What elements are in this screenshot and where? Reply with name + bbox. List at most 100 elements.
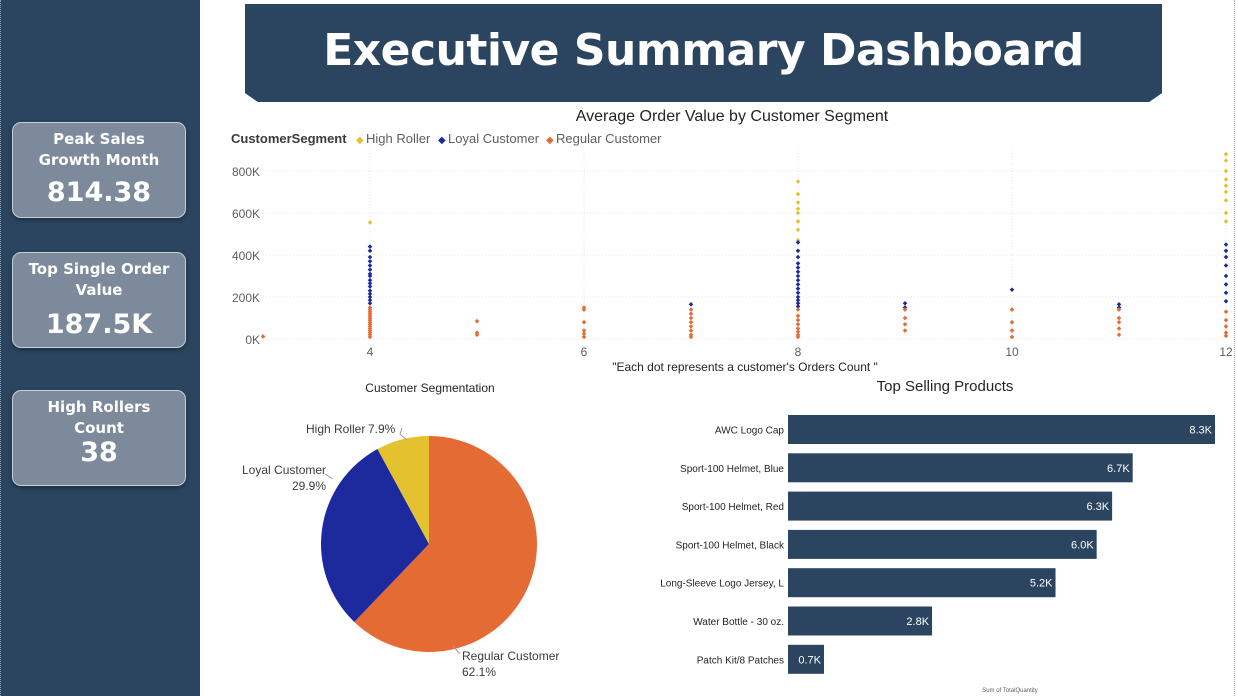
legend-label-high-roller[interactable]: High Roller bbox=[366, 131, 431, 146]
scatter-point-loyal-customer[interactable] bbox=[1223, 254, 1229, 260]
scatter-point-high-roller[interactable] bbox=[795, 191, 801, 197]
pie-slice-regular-customer[interactable] bbox=[354, 436, 537, 652]
top-single-order-card[interactable]: Top Single Order Value 187.5K bbox=[12, 252, 186, 348]
pie-slice-loyal-customer[interactable] bbox=[321, 449, 429, 622]
high-rollers-card[interactable]: High Rollers Count 38 bbox=[12, 390, 186, 486]
scatter-point-loyal-customer[interactable] bbox=[688, 302, 694, 307]
scatter-point-high-roller[interactable] bbox=[795, 200, 801, 205]
scatter-point-loyal-customer[interactable] bbox=[367, 259, 373, 264]
scatter-point-regular-customer[interactable] bbox=[688, 311, 694, 317]
scatter-point-regular-customer[interactable] bbox=[474, 332, 480, 338]
scatter-point-loyal-customer[interactable] bbox=[367, 273, 373, 279]
scatter-point-loyal-customer[interactable] bbox=[1223, 290, 1229, 296]
bar[interactable] bbox=[788, 529, 1097, 559]
scatter-point-regular-customer[interactable] bbox=[795, 326, 801, 331]
scatter-point-high-roller[interactable] bbox=[1223, 158, 1229, 163]
scatter-point-regular-customer[interactable] bbox=[795, 307, 801, 312]
scatter-point-regular-customer[interactable] bbox=[581, 331, 587, 337]
scatter-point-regular-customer[interactable] bbox=[1116, 319, 1122, 325]
scatter-point-regular-customer[interactable] bbox=[795, 313, 801, 319]
scatter-point-loyal-customer[interactable] bbox=[367, 288, 373, 293]
scatter-point-regular-customer[interactable] bbox=[581, 319, 587, 325]
scatter-point-high-roller[interactable] bbox=[1223, 177, 1229, 182]
scatter-point-regular-customer[interactable] bbox=[1009, 328, 1015, 333]
bar[interactable] bbox=[788, 644, 825, 674]
scatter-point-regular-customer[interactable] bbox=[581, 328, 587, 333]
scatter-point-loyal-customer[interactable] bbox=[1116, 302, 1122, 307]
scatter-point-regular-customer[interactable] bbox=[367, 334, 373, 340]
pie-slice-high-roller[interactable] bbox=[377, 436, 429, 544]
scatter-point-regular-customer[interactable] bbox=[1116, 307, 1122, 312]
scatter-point-regular-customer[interactable] bbox=[581, 307, 587, 312]
scatter-point-regular-customer[interactable] bbox=[1223, 317, 1229, 323]
scatter-point-loyal-customer[interactable] bbox=[795, 297, 801, 303]
scatter-point-loyal-customer[interactable] bbox=[367, 263, 373, 268]
scatter-point-regular-customer[interactable] bbox=[1223, 324, 1229, 329]
scatter-point-high-roller[interactable] bbox=[1223, 219, 1229, 224]
scatter-point-regular-customer[interactable] bbox=[688, 334, 694, 340]
scatter-point-loyal-customer[interactable] bbox=[795, 265, 801, 270]
scatter-point-high-roller[interactable] bbox=[795, 219, 801, 224]
scatter-point-regular-customer[interactable] bbox=[902, 315, 908, 321]
scatter-point-regular-customer[interactable] bbox=[1116, 315, 1122, 321]
scatter-point-loyal-customer[interactable] bbox=[795, 269, 801, 275]
scatter-point-regular-customer[interactable] bbox=[902, 322, 908, 327]
scatter-point-regular-customer[interactable] bbox=[795, 322, 801, 327]
bar[interactable] bbox=[788, 491, 1113, 521]
scatter-point-loyal-customer[interactable] bbox=[795, 304, 801, 309]
scatter-point-regular-customer[interactable] bbox=[688, 324, 694, 329]
scatter-point-loyal-customer[interactable] bbox=[367, 297, 373, 303]
scatter-point-loyal-customer[interactable] bbox=[795, 286, 801, 291]
scatter-point-regular-customer[interactable] bbox=[795, 317, 801, 323]
scatter-point-regular-customer[interactable] bbox=[1116, 326, 1122, 331]
scatter-point-loyal-customer[interactable] bbox=[367, 294, 373, 300]
scatter-point-loyal-customer[interactable] bbox=[367, 291, 373, 297]
scatter-point-high-roller[interactable] bbox=[1223, 168, 1229, 174]
scatter-point-regular-customer[interactable] bbox=[688, 307, 694, 312]
scatter-point-loyal-customer[interactable] bbox=[1009, 287, 1015, 292]
scatter-point-regular-customer[interactable] bbox=[581, 334, 587, 340]
scatter-point-regular-customer[interactable] bbox=[795, 334, 801, 340]
scatter-point-loyal-customer[interactable] bbox=[1223, 263, 1229, 268]
scatter-point-regular-customer[interactable] bbox=[688, 319, 694, 325]
scatter-point-loyal-customer[interactable] bbox=[367, 281, 373, 286]
scatter-point-regular-customer[interactable] bbox=[260, 334, 266, 339]
scatter-point-regular-customer[interactable] bbox=[688, 328, 694, 333]
scatter-point-regular-customer[interactable] bbox=[1009, 319, 1015, 325]
scatter-point-loyal-customer[interactable] bbox=[367, 284, 373, 289]
scatter-point-loyal-customer[interactable] bbox=[795, 301, 801, 306]
scatter-point-regular-customer[interactable] bbox=[1223, 330, 1229, 335]
scatter-point-high-roller[interactable] bbox=[1223, 198, 1229, 203]
scatter-point-high-roller[interactable] bbox=[795, 206, 801, 212]
scatter-point-loyal-customer[interactable] bbox=[795, 254, 801, 260]
scatter-point-high-roller[interactable] bbox=[367, 220, 373, 225]
bar[interactable] bbox=[788, 415, 1215, 444]
scatter-point-loyal-customer[interactable] bbox=[1223, 248, 1229, 254]
legend-label-regular-customer[interactable]: Regular Customer bbox=[556, 131, 662, 146]
scatter-point-loyal-customer[interactable] bbox=[1223, 298, 1229, 304]
scatter-point-loyal-customer[interactable] bbox=[795, 248, 801, 254]
scatter-point-high-roller[interactable] bbox=[1223, 189, 1229, 195]
scatter-point-loyal-customer[interactable] bbox=[1223, 242, 1229, 247]
scatter-point-high-roller[interactable] bbox=[795, 227, 801, 233]
scatter-point-loyal-customer[interactable] bbox=[795, 273, 801, 279]
scatter-point-regular-customer[interactable] bbox=[474, 318, 480, 324]
scatter-legend[interactable]: CustomerSegment ◆ High Roller ◆ Loyal Cu… bbox=[231, 131, 662, 146]
scatter-point-loyal-customer[interactable] bbox=[795, 282, 801, 287]
scatter-point-loyal-customer[interactable] bbox=[795, 290, 801, 296]
scatter-point-high-roller[interactable] bbox=[1223, 210, 1229, 216]
scatter-point-loyal-customer[interactable] bbox=[1223, 282, 1229, 287]
scatter-point-regular-customer[interactable] bbox=[795, 329, 801, 334]
bar[interactable] bbox=[788, 453, 1133, 483]
scatter-point-loyal-customer[interactable] bbox=[367, 277, 373, 283]
avg-order-value-scatter-chart[interactable]: Average Order Value by Customer Segment … bbox=[0, 0, 1238, 380]
scatter-point-high-roller[interactable] bbox=[1223, 151, 1229, 157]
scatter-point-loyal-customer[interactable] bbox=[795, 277, 801, 283]
scatter-point-loyal-customer[interactable] bbox=[367, 248, 373, 254]
scatter-point-loyal-customer[interactable] bbox=[367, 244, 373, 249]
scatter-point-high-roller[interactable] bbox=[795, 179, 801, 184]
bar[interactable] bbox=[788, 568, 1056, 598]
scatter-point-loyal-customer[interactable] bbox=[795, 294, 801, 300]
top-selling-products-bar-chart[interactable]: Top Selling Products AWC Logo Cap 8.3K Spo… bbox=[620, 376, 1230, 696]
scatter-point-high-roller[interactable] bbox=[795, 210, 801, 216]
